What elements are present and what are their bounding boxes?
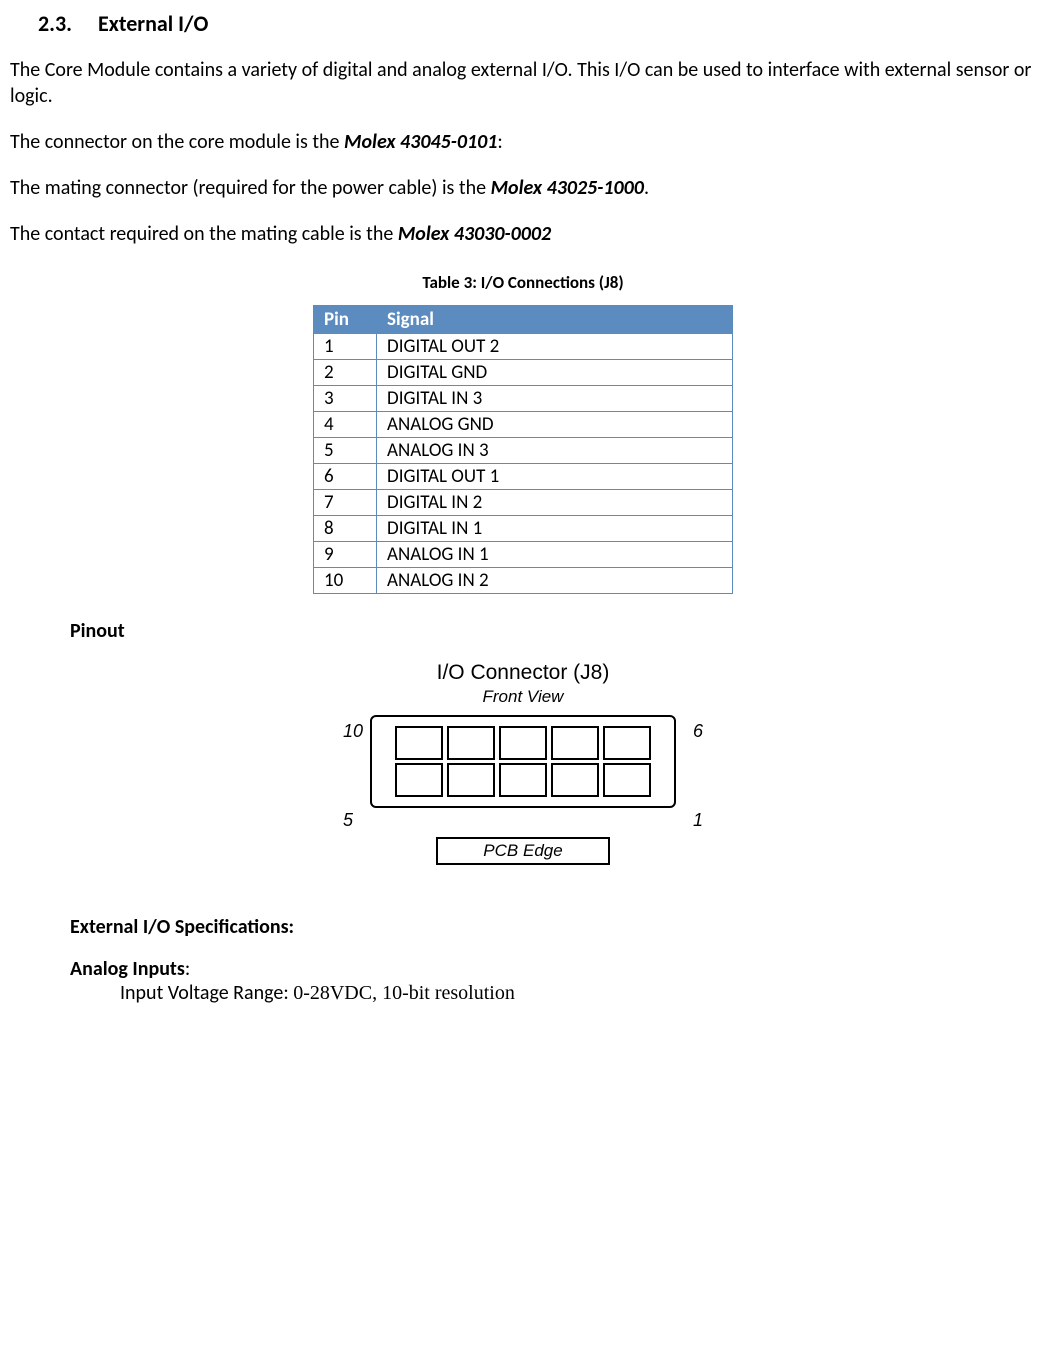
cell-signal: DIGITAL OUT 2 [377,334,733,360]
cell-signal: ANALOG IN 2 [377,568,733,594]
molex-43025-1000: Molex 43025-1000 [491,176,644,200]
cell-signal: ANALOG GND [377,412,733,438]
cell-pin: 9 [314,542,377,568]
paragraph-contact: The contact required on the mating cable… [10,221,1036,247]
pin-box [447,763,495,797]
connector-bottom-row [378,763,668,797]
cell-pin: 8 [314,516,377,542]
analog-inputs-label: Analog Inputs: [70,957,1036,981]
table-row: 1DIGITAL OUT 2 [314,334,733,360]
pin-box [447,726,495,760]
cell-pin: 2 [314,360,377,386]
cell-pin: 10 [314,568,377,594]
cell-pin: 4 [314,412,377,438]
pin-box [395,726,443,760]
figure-title: I/O Connector (J8) [323,661,723,685]
cell-signal: ANALOG IN 1 [377,542,733,568]
table-row: 3DIGITAL IN 3 [314,386,733,412]
cell-signal: ANALOG IN 3 [377,438,733,464]
pin-box [499,763,547,797]
table-row: 5ANALOG IN 3 [314,438,733,464]
paragraph-mating-connector: The mating connector (required for the p… [10,175,1036,201]
pcb-edge-label: PCB Edge [436,837,610,865]
input-voltage-range: Input Voltage Range: 0-28VDC, 10-bit res… [120,981,1036,1005]
label-pin-10: 10 [343,721,363,742]
connector-top-row [378,726,668,760]
pin-box [551,763,599,797]
label-pin-1: 1 [693,810,703,831]
table-caption: Table 3: I/O Connections (J8) [10,272,1036,293]
pin-box [395,763,443,797]
pin-box [603,726,651,760]
cell-signal: DIGITAL IN 1 [377,516,733,542]
cell-pin: 6 [314,464,377,490]
cell-pin: 3 [314,386,377,412]
col-pin: Pin [314,306,377,334]
molex-43030-0002: Molex 43030-0002 [398,222,551,246]
paragraph-connector: The connector on the core module is the … [10,129,1036,155]
molex-43045-0101: Molex 43045-0101 [344,130,497,154]
table-row: 8DIGITAL IN 1 [314,516,733,542]
pinout-figure: I/O Connector (J8) Front View 10 6 5 1 [323,661,723,865]
pin-box [551,726,599,760]
spec-heading: External I/O Specifications: [70,915,1036,939]
cell-signal: DIGITAL GND [377,360,733,386]
cell-pin: 5 [314,438,377,464]
table-row: 2DIGITAL GND [314,360,733,386]
figure-subtitle: Front View [323,687,723,707]
io-connections-table: Pin Signal 1DIGITAL OUT 22DIGITAL GND3DI… [313,305,733,594]
cell-signal: DIGITAL OUT 1 [377,464,733,490]
label-pin-6: 6 [693,721,703,742]
pinout-heading: Pinout [70,619,1036,643]
table-row: 10ANALOG IN 2 [314,568,733,594]
label-pin-5: 5 [343,810,353,831]
col-signal: Signal [377,306,733,334]
section-number: 2.3. [38,10,98,37]
table-row: 9ANALOG IN 1 [314,542,733,568]
cell-pin: 7 [314,490,377,516]
table-row: 6DIGITAL OUT 1 [314,464,733,490]
table-row: 4ANALOG GND [314,412,733,438]
cell-pin: 1 [314,334,377,360]
paragraph-intro: The Core Module contains a variety of di… [10,57,1036,109]
connector-outline [370,715,676,808]
table-row: 7DIGITAL IN 2 [314,490,733,516]
pin-box [499,726,547,760]
cell-signal: DIGITAL IN 2 [377,490,733,516]
section-heading: 2.3.External I/O [38,10,1036,37]
pin-box [603,763,651,797]
section-title: External I/O [98,10,208,37]
cell-signal: DIGITAL IN 3 [377,386,733,412]
